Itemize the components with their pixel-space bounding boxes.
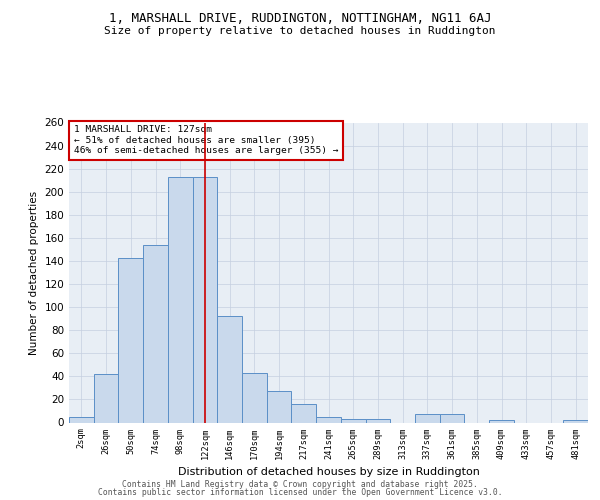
Bar [292,404,316,422]
Bar [118,258,143,422]
Bar [563,420,588,422]
Text: Contains public sector information licensed under the Open Government Licence v3: Contains public sector information licen… [98,488,502,497]
Text: Contains HM Land Registry data © Crown copyright and database right 2025.: Contains HM Land Registry data © Crown c… [122,480,478,489]
Bar [168,176,193,422]
Bar [316,416,341,422]
Text: Size of property relative to detached houses in Ruddington: Size of property relative to detached ho… [104,26,496,36]
Bar [242,373,267,422]
Bar [415,414,440,422]
X-axis label: Distribution of detached houses by size in Ruddington: Distribution of detached houses by size … [178,467,479,477]
Y-axis label: Number of detached properties: Number of detached properties [29,190,39,354]
Bar [193,176,217,422]
Bar [69,416,94,422]
Text: 1, MARSHALL DRIVE, RUDDINGTON, NOTTINGHAM, NG11 6AJ: 1, MARSHALL DRIVE, RUDDINGTON, NOTTINGHA… [109,12,491,26]
Bar [365,419,390,422]
Bar [143,245,168,422]
Bar [489,420,514,422]
Text: 1 MARSHALL DRIVE: 127sqm
← 51% of detached houses are smaller (395)
46% of semi-: 1 MARSHALL DRIVE: 127sqm ← 51% of detach… [74,126,338,156]
Bar [267,392,292,422]
Bar [217,316,242,422]
Bar [94,374,118,422]
Bar [440,414,464,422]
Bar [341,419,365,422]
